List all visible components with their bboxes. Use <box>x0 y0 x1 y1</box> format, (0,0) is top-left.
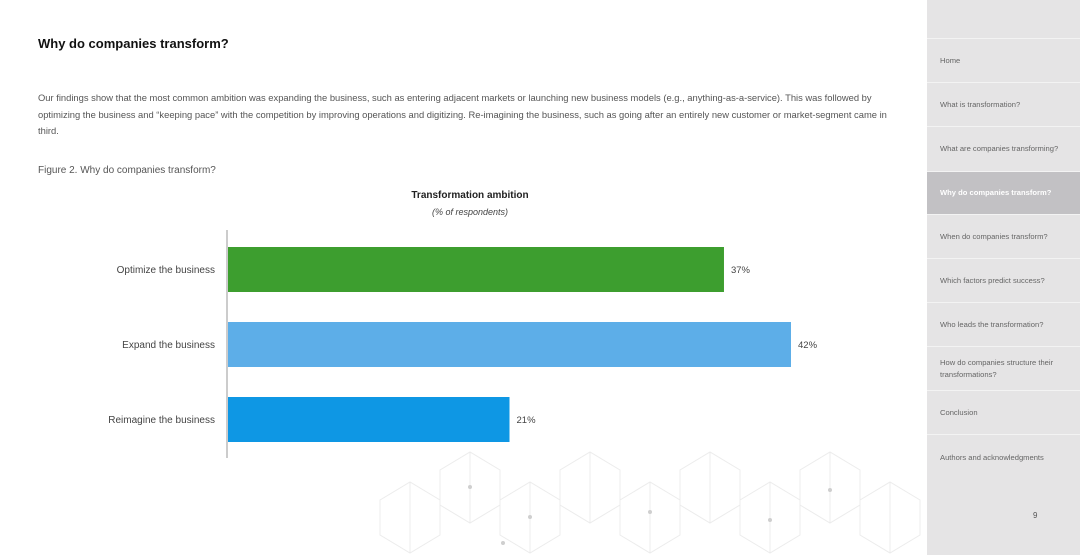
sidebar-item-label: Conclusion <box>940 407 978 417</box>
intro-paragraph: Our findings show that the most common a… <box>38 92 887 136</box>
main-content: Why do companies transform? Our findings… <box>38 36 921 554</box>
value-label-2: 42% <box>798 340 818 351</box>
sidebar-item-label: Which factors predict success? <box>940 275 1045 285</box>
sidebar-item-home[interactable]: Home <box>927 38 1080 82</box>
sidebar-nav: Home What is transformation? What are comp… <box>927 0 1080 555</box>
sidebar-item-what-is-transformation[interactable]: What is transformation? <box>927 82 1080 126</box>
bar-1 <box>228 247 724 292</box>
sidebar-item-what-are-companies-transforming[interactable]: What are companies transforming? <box>927 126 1080 171</box>
category-label-2: Expand the business <box>122 340 215 351</box>
sidebar-item-conclusion[interactable]: Conclusion <box>927 390 1080 434</box>
page-title: Why do companies transform? <box>38 36 229 51</box>
sidebar-item-label: Why do companies transform? <box>940 188 1052 198</box>
chart-subtitle: (% of respondents) <box>431 207 509 217</box>
sidebar-item-label: What is transformation? <box>940 99 1021 109</box>
sidebar-item-label: What are companies transforming? <box>940 144 1059 154</box>
sidebar-item-who-leads-the-transformation[interactable]: Who leads the transformation? <box>927 302 1080 346</box>
figure-caption: Figure 2. Why do companies transform? <box>38 165 216 176</box>
page-number: 9 <box>1033 511 1038 520</box>
sidebar-item-label: How do companies structure their transfo… <box>940 358 1054 379</box>
bar-chart: Optimize the business 37% Expand the busin… <box>108 230 818 458</box>
sidebar-item-label: Home <box>940 55 961 65</box>
sidebar-item-when-do-companies-transform[interactable]: When do companies transform? <box>927 214 1080 258</box>
sidebar-item-label: Who leads the transformation? <box>940 319 1044 329</box>
category-label-3: Reimagine the business <box>108 415 215 426</box>
bar-2 <box>228 322 791 367</box>
sidebar-item-how-do-companies-structure-their-transformations[interactable]: How do companies structure their transfo… <box>927 346 1080 390</box>
category-label-1: Optimize the business <box>117 265 215 276</box>
chart-title: Transformation ambition <box>411 190 529 201</box>
value-label-3: 21% <box>517 415 537 426</box>
sidebar-item-authors-and-acknowledgments[interactable]: Authors and acknowledgments <box>927 434 1080 480</box>
bar-3 <box>228 397 510 442</box>
sidebar-item-which-factors-predict-success[interactable]: Which factors predict success? <box>927 258 1080 302</box>
sidebar-item-why-do-companies-transform[interactable]: Why do companies transform? <box>927 171 1080 214</box>
sidebar-item-label: Authors and acknowledgments <box>940 452 1044 462</box>
value-label-1: 37% <box>731 265 751 276</box>
sidebar-item-label: When do companies transform? <box>940 231 1048 241</box>
